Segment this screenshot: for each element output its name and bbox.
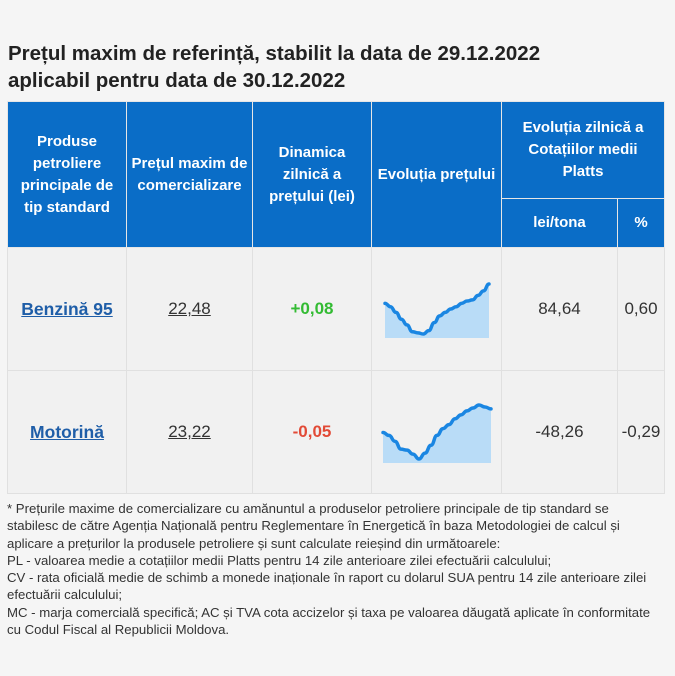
platts-lei-cell: -48,26 <box>501 370 618 494</box>
evolution-cell <box>371 247 502 371</box>
header-platts: Evoluția zilnică a Cotațiilor medii Plat… <box>500 101 666 199</box>
table-row: Benzină 95 22,48 +0,08 84,64 0,60 <box>7 247 666 371</box>
header-lei-tona: lei/tona <box>501 198 618 248</box>
price-sparkline <box>382 282 491 338</box>
product-cell: Benzină 95 <box>7 247 127 371</box>
platts-pct-cell: 0,60 <box>616 247 666 371</box>
page-title: Prețul maxim de referință, stabilit la d… <box>8 40 668 94</box>
footnote-intro: * Prețurile maxime de comercializare cu … <box>7 501 620 551</box>
footnote-mc: MC - marja comercială specifică; AC și T… <box>7 604 651 638</box>
header-percent: % <box>616 198 666 248</box>
sparkline-line <box>382 282 491 336</box>
max-price-value[interactable]: 23,22 <box>168 422 211 441</box>
change-cell: -0,05 <box>252 370 372 494</box>
title-line-1: Prețul maxim de referință, stabilit la d… <box>8 42 541 65</box>
price-table: Produse petroliere principale de tip sta… <box>7 101 666 494</box>
header-products: Produse petroliere principale de tip sta… <box>7 101 127 248</box>
product-cell: Motorină <box>7 370 127 494</box>
sparkline-line <box>380 403 493 461</box>
product-link-motorina[interactable]: Motorină <box>30 421 104 442</box>
table-row: Motorină 23,22 -0,05 -48,26 -0,29 <box>7 370 666 494</box>
platts-pct-cell: -0,29 <box>616 370 666 494</box>
sparkline-area <box>382 405 491 463</box>
price-cell: 22,48 <box>126 247 253 371</box>
platts-pct-value: 0,60 <box>624 299 658 318</box>
platts-lei-cell: 84,64 <box>501 247 618 371</box>
title-line-2: aplicabil pentru data de 30.12.2022 <box>8 69 346 92</box>
header-max-price: Prețul maxim de comercializare <box>126 101 253 248</box>
sparkline-area <box>384 284 489 338</box>
platts-lei-value: -48,26 <box>535 422 584 441</box>
platts-pct-value: -0,29 <box>621 422 661 441</box>
price-change-value: -0,05 <box>292 422 332 441</box>
max-price-value[interactable]: 22,48 <box>168 299 211 318</box>
price-cell: 23,22 <box>126 370 253 494</box>
header-evolution: Evoluția prețului <box>371 101 502 248</box>
product-link-benzina-95[interactable]: Benzină 95 <box>21 298 113 319</box>
price-change-value: +0,08 <box>290 299 334 318</box>
header-dynamics: Dinamica zilnică a prețului (lei) <box>252 101 372 248</box>
footnote: * Prețurile maxime de comercializare cu … <box>7 500 662 638</box>
price-sparkline <box>380 403 493 463</box>
platts-lei-value: 84,64 <box>538 299 581 318</box>
footnote-pl: PL - valoarea medie a cotațiilor medii P… <box>7 552 552 568</box>
footnote-cv: CV - rata oficială medie de schimb a mon… <box>7 570 647 603</box>
evolution-cell <box>371 370 502 494</box>
change-cell: +0,08 <box>252 247 372 371</box>
